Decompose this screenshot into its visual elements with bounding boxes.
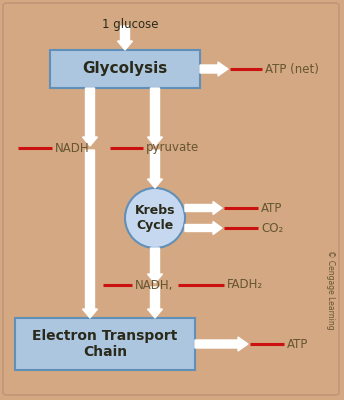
- Text: NADH,: NADH,: [135, 278, 173, 292]
- FancyBboxPatch shape: [15, 318, 195, 370]
- Text: NADH: NADH: [55, 142, 90, 154]
- Text: Glycolysis: Glycolysis: [82, 62, 168, 76]
- FancyArrow shape: [185, 222, 222, 234]
- FancyArrow shape: [148, 150, 162, 188]
- Text: FADH₂: FADH₂: [227, 278, 263, 292]
- Text: Krebs
Cycle: Krebs Cycle: [135, 204, 175, 232]
- FancyArrow shape: [185, 202, 222, 214]
- Circle shape: [125, 188, 185, 248]
- FancyArrow shape: [148, 287, 162, 318]
- Text: © Cengage Learning: © Cengage Learning: [325, 250, 334, 330]
- FancyArrow shape: [195, 337, 248, 351]
- FancyBboxPatch shape: [3, 3, 339, 395]
- Text: ATP: ATP: [261, 202, 282, 214]
- FancyArrow shape: [148, 248, 162, 283]
- Text: ATP (net): ATP (net): [265, 62, 319, 76]
- FancyArrow shape: [83, 88, 97, 146]
- Text: ATP: ATP: [287, 338, 308, 350]
- Text: pyruvate: pyruvate: [146, 142, 199, 154]
- Text: CO₂: CO₂: [261, 222, 283, 234]
- FancyArrow shape: [200, 62, 228, 76]
- Text: 1 glucose: 1 glucose: [102, 18, 158, 31]
- FancyArrow shape: [83, 150, 97, 318]
- FancyArrow shape: [148, 88, 162, 146]
- Text: Electron Transport
Chain: Electron Transport Chain: [32, 329, 178, 359]
- FancyBboxPatch shape: [50, 50, 200, 88]
- FancyArrow shape: [118, 26, 132, 50]
